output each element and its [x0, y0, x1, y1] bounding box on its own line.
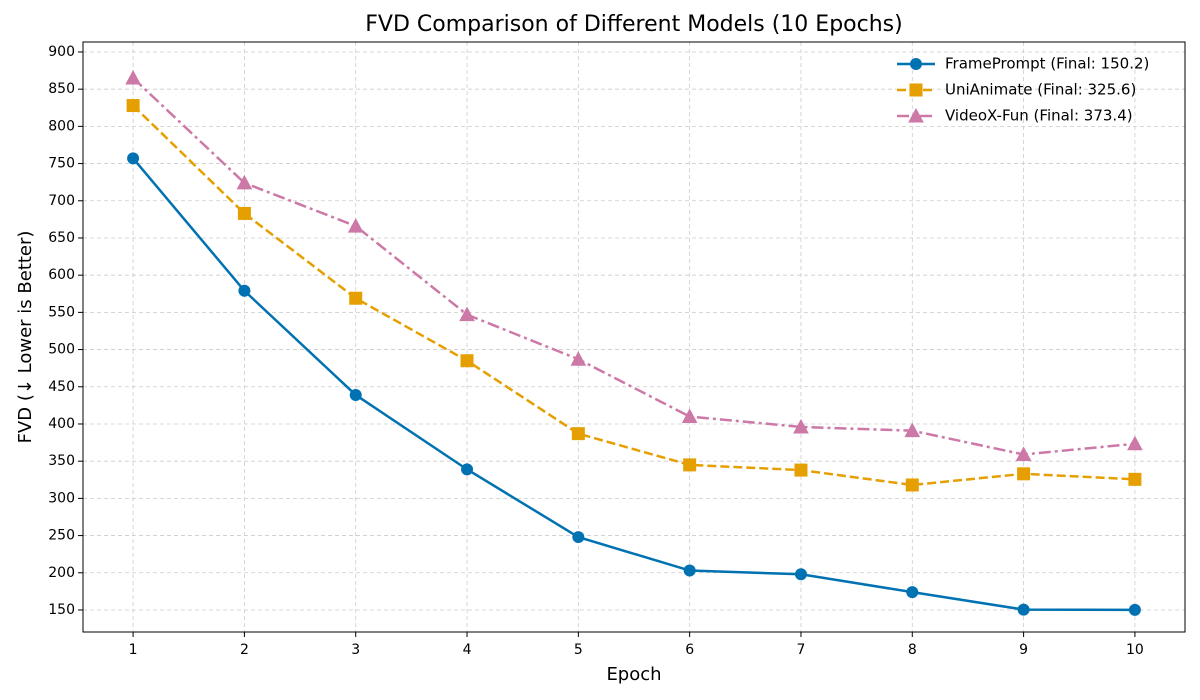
x-tick-label: 3	[351, 642, 360, 658]
data-point	[1017, 603, 1030, 616]
data-point	[906, 586, 919, 599]
data-point	[794, 568, 807, 581]
data-point	[1128, 603, 1141, 616]
data-point	[460, 354, 474, 368]
y-tick-label: 300	[48, 490, 75, 506]
y-axis-label: FVD (↓ Lower is Better)	[15, 231, 36, 444]
data-point	[238, 284, 251, 297]
y-tick-label: 900	[48, 44, 75, 60]
x-tick-label: 8	[908, 642, 917, 658]
y-tick-label: 650	[48, 230, 75, 246]
x-tick-label: 7	[797, 642, 806, 658]
data-point	[1127, 435, 1143, 451]
y-tick-label: 500	[48, 342, 75, 358]
x-tick-label: 5	[574, 642, 583, 658]
data-point	[1128, 472, 1142, 486]
data-point	[793, 418, 809, 434]
data-point	[349, 291, 363, 305]
y-tick-label: 450	[48, 379, 75, 395]
y-tick-label: 550	[48, 304, 75, 320]
x-axis-label: Epoch	[606, 664, 661, 685]
data-point	[236, 174, 253, 190]
data-point	[683, 458, 697, 472]
legend-label: FramePrompt (Final: 150.2)	[945, 55, 1149, 73]
legend-marker	[910, 58, 922, 70]
data-point	[570, 351, 587, 366]
data-point	[794, 463, 808, 477]
data-point	[571, 427, 585, 441]
data-point	[905, 478, 919, 492]
chart-title: FVD Comparison of Different Models (10 E…	[365, 12, 902, 37]
series-line	[132, 77, 1136, 456]
x-tick-label: 10	[1126, 642, 1144, 658]
y-tick-label: 250	[48, 528, 75, 544]
plot-frame	[82, 41, 1186, 633]
y-tick-label: 350	[48, 453, 75, 469]
y-tick-label: 600	[48, 267, 75, 283]
y-tick-label: 700	[48, 193, 75, 209]
data-point	[125, 69, 141, 85]
x-tick-label: 9	[1019, 642, 1028, 658]
y-tick-label: 400	[48, 416, 75, 432]
y-tick-label: 200	[48, 565, 75, 581]
data-point	[572, 531, 585, 544]
data-point	[683, 564, 696, 577]
data-point	[237, 206, 251, 220]
data-point	[1015, 446, 1032, 461]
series-line	[132, 104, 1135, 487]
data-point	[347, 218, 364, 233]
x-tick-label: 2	[240, 642, 249, 658]
series-line	[132, 157, 1135, 612]
y-tick-label: 800	[48, 118, 75, 134]
legend-label: UniAnimate (Final: 325.6)	[945, 81, 1136, 99]
data-point	[681, 408, 698, 424]
y-tick-label: 150	[48, 602, 75, 618]
data-point	[459, 306, 475, 322]
legend-marker	[909, 83, 923, 97]
x-tick-label: 4	[463, 642, 472, 658]
legend-marker	[908, 107, 924, 123]
data-point	[1017, 467, 1031, 481]
x-tick-label: 6	[685, 642, 694, 658]
legend-label: VideoX-Fun (Final: 373.4)	[945, 107, 1133, 125]
data-point	[349, 388, 362, 401]
x-tick-label: 1	[129, 642, 138, 658]
y-tick-label: 850	[48, 81, 75, 97]
data-point	[461, 463, 474, 476]
y-tick-label: 750	[48, 156, 75, 172]
data-point	[126, 99, 140, 113]
data-point	[904, 422, 921, 438]
data-point	[127, 152, 140, 165]
